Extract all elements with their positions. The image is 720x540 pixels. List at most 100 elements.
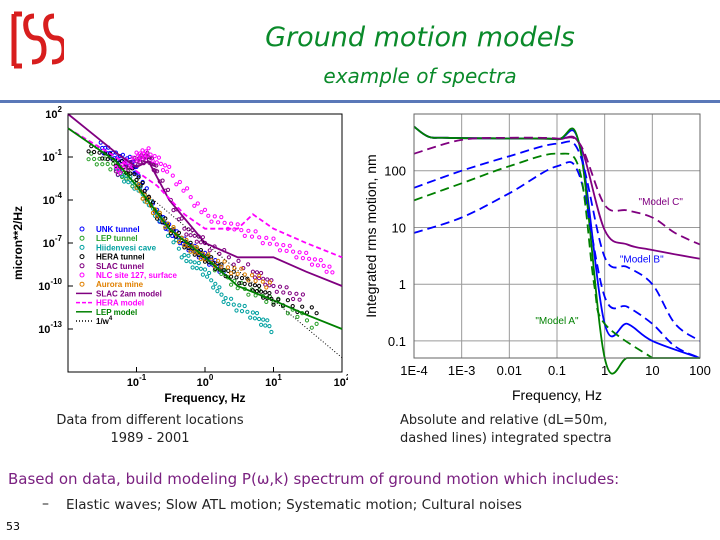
- left-data-point: [200, 272, 205, 277]
- left-data-point: [207, 270, 212, 276]
- left-data-point: [221, 299, 226, 304]
- left-data-point: [219, 215, 224, 220]
- left-data-point: [176, 246, 181, 251]
- left-data-point: [287, 243, 292, 248]
- left-data-point: [196, 253, 201, 258]
- left-data-point: [300, 256, 305, 261]
- left-data-point: [252, 283, 257, 288]
- left-data-point: [223, 296, 228, 301]
- left-data-point: [158, 161, 163, 167]
- right-x-tick-label: 1: [601, 363, 608, 378]
- left-data-point: [212, 263, 217, 269]
- left-data-point: [235, 271, 240, 276]
- left-data-point: [181, 188, 186, 193]
- left-data-point: [217, 285, 222, 290]
- left-caption-line-1: Data from different locations: [56, 413, 244, 428]
- left-data-point: [134, 150, 139, 155]
- left-data-point: [86, 149, 91, 154]
- left-data-point: [252, 316, 257, 321]
- left-data-point: [139, 155, 144, 160]
- left-data-point: [155, 169, 160, 174]
- slide-subtitle: example of spectra: [323, 64, 517, 88]
- left-data-point: [235, 222, 240, 227]
- left-data-point: [274, 289, 279, 294]
- left-data-point: [315, 263, 320, 268]
- left-data-point: [257, 276, 262, 281]
- left-data-point: [152, 154, 157, 159]
- left-data-point: [242, 233, 247, 238]
- left-y-axis-label: micron**2/Hz: [11, 206, 25, 280]
- left-data-point: [160, 218, 165, 223]
- left-data-point: [136, 158, 141, 163]
- right-y-tick-label: 10: [392, 220, 406, 235]
- left-data-point: [285, 311, 290, 316]
- left-data-point: [188, 249, 193, 254]
- left-data-point: [216, 258, 221, 263]
- left-x-tick-label: 102: [334, 373, 348, 389]
- left-data-point: [248, 282, 253, 287]
- left-data-point: [318, 258, 323, 263]
- left-data-point: [192, 252, 197, 257]
- right-x-tick-label: 0.01: [497, 363, 522, 378]
- slide-number: 53: [6, 520, 20, 533]
- left-data-point: [100, 156, 105, 161]
- bullet-text: Elastic waves; Slow ATL motion; Systemat…: [66, 497, 522, 513]
- left-data-point: [113, 164, 119, 170]
- legend-entry: HERA tunnel: [96, 253, 145, 262]
- left-data-point: [168, 231, 173, 236]
- legend-marker: [79, 226, 85, 232]
- left-data-point: [192, 203, 197, 208]
- left-data-point: [250, 310, 255, 315]
- summary-symbol: ω: [256, 470, 270, 488]
- left-data-point: [257, 283, 262, 288]
- left-data-point: [207, 248, 212, 253]
- right-x-tick-label: 1E-4: [400, 363, 427, 378]
- left-data-point: [254, 270, 260, 275]
- left-data-point: [254, 311, 260, 316]
- left-data-point: [97, 150, 102, 155]
- left-data-point: [229, 282, 234, 287]
- left-data-point: [330, 270, 335, 275]
- left-data-point: [271, 236, 276, 241]
- left-data-point: [269, 329, 274, 335]
- title-divider: [0, 100, 720, 103]
- left-data-point: [294, 255, 299, 260]
- left-data-point: [267, 324, 272, 329]
- left-data-point: [309, 325, 314, 330]
- right-x-tick-label: 10: [645, 363, 659, 378]
- left-data-point: [141, 152, 146, 157]
- left-data-point: [232, 265, 237, 271]
- left-data-point: [239, 266, 244, 271]
- left-data-point: [229, 271, 234, 276]
- left-data-point: [194, 239, 199, 244]
- right-integrated-chart: 100 10 1 0.1 1E-4 1E-3 0.01 0.1 1 10 100 "Model C…: [352, 106, 714, 408]
- left-data-point: [307, 256, 312, 261]
- left-data-point: [138, 151, 143, 156]
- left-data-point: [239, 228, 244, 233]
- left-data-point: [146, 194, 151, 199]
- right-y-tick-label: 100: [384, 164, 406, 179]
- left-data-point: [160, 168, 166, 173]
- left-data-point: [202, 207, 208, 213]
- left-data-point: [304, 250, 309, 255]
- right-curve-model-c-dashed: [413, 136, 701, 246]
- left-data-point: [132, 155, 137, 161]
- left-data-point: [295, 314, 300, 319]
- left-data-point: [120, 152, 126, 157]
- left-data-point: [188, 240, 193, 245]
- left-data-point: [249, 273, 255, 278]
- legend-entry: 1/w4: [96, 316, 113, 326]
- left-data-point: [192, 260, 197, 265]
- left-data-point: [300, 304, 305, 309]
- left-data-point: [196, 260, 201, 266]
- left-data-point: [205, 274, 210, 279]
- left-data-point: [253, 229, 258, 234]
- left-data-point: [190, 265, 195, 270]
- left-data-point: [222, 220, 227, 226]
- right-x-tick-label: 1E-3: [448, 363, 475, 378]
- right-y-tick-label: 0.1: [388, 334, 406, 349]
- left-data-point: [140, 148, 145, 153]
- legend-marker: [79, 244, 85, 250]
- left-data-point: [188, 259, 193, 264]
